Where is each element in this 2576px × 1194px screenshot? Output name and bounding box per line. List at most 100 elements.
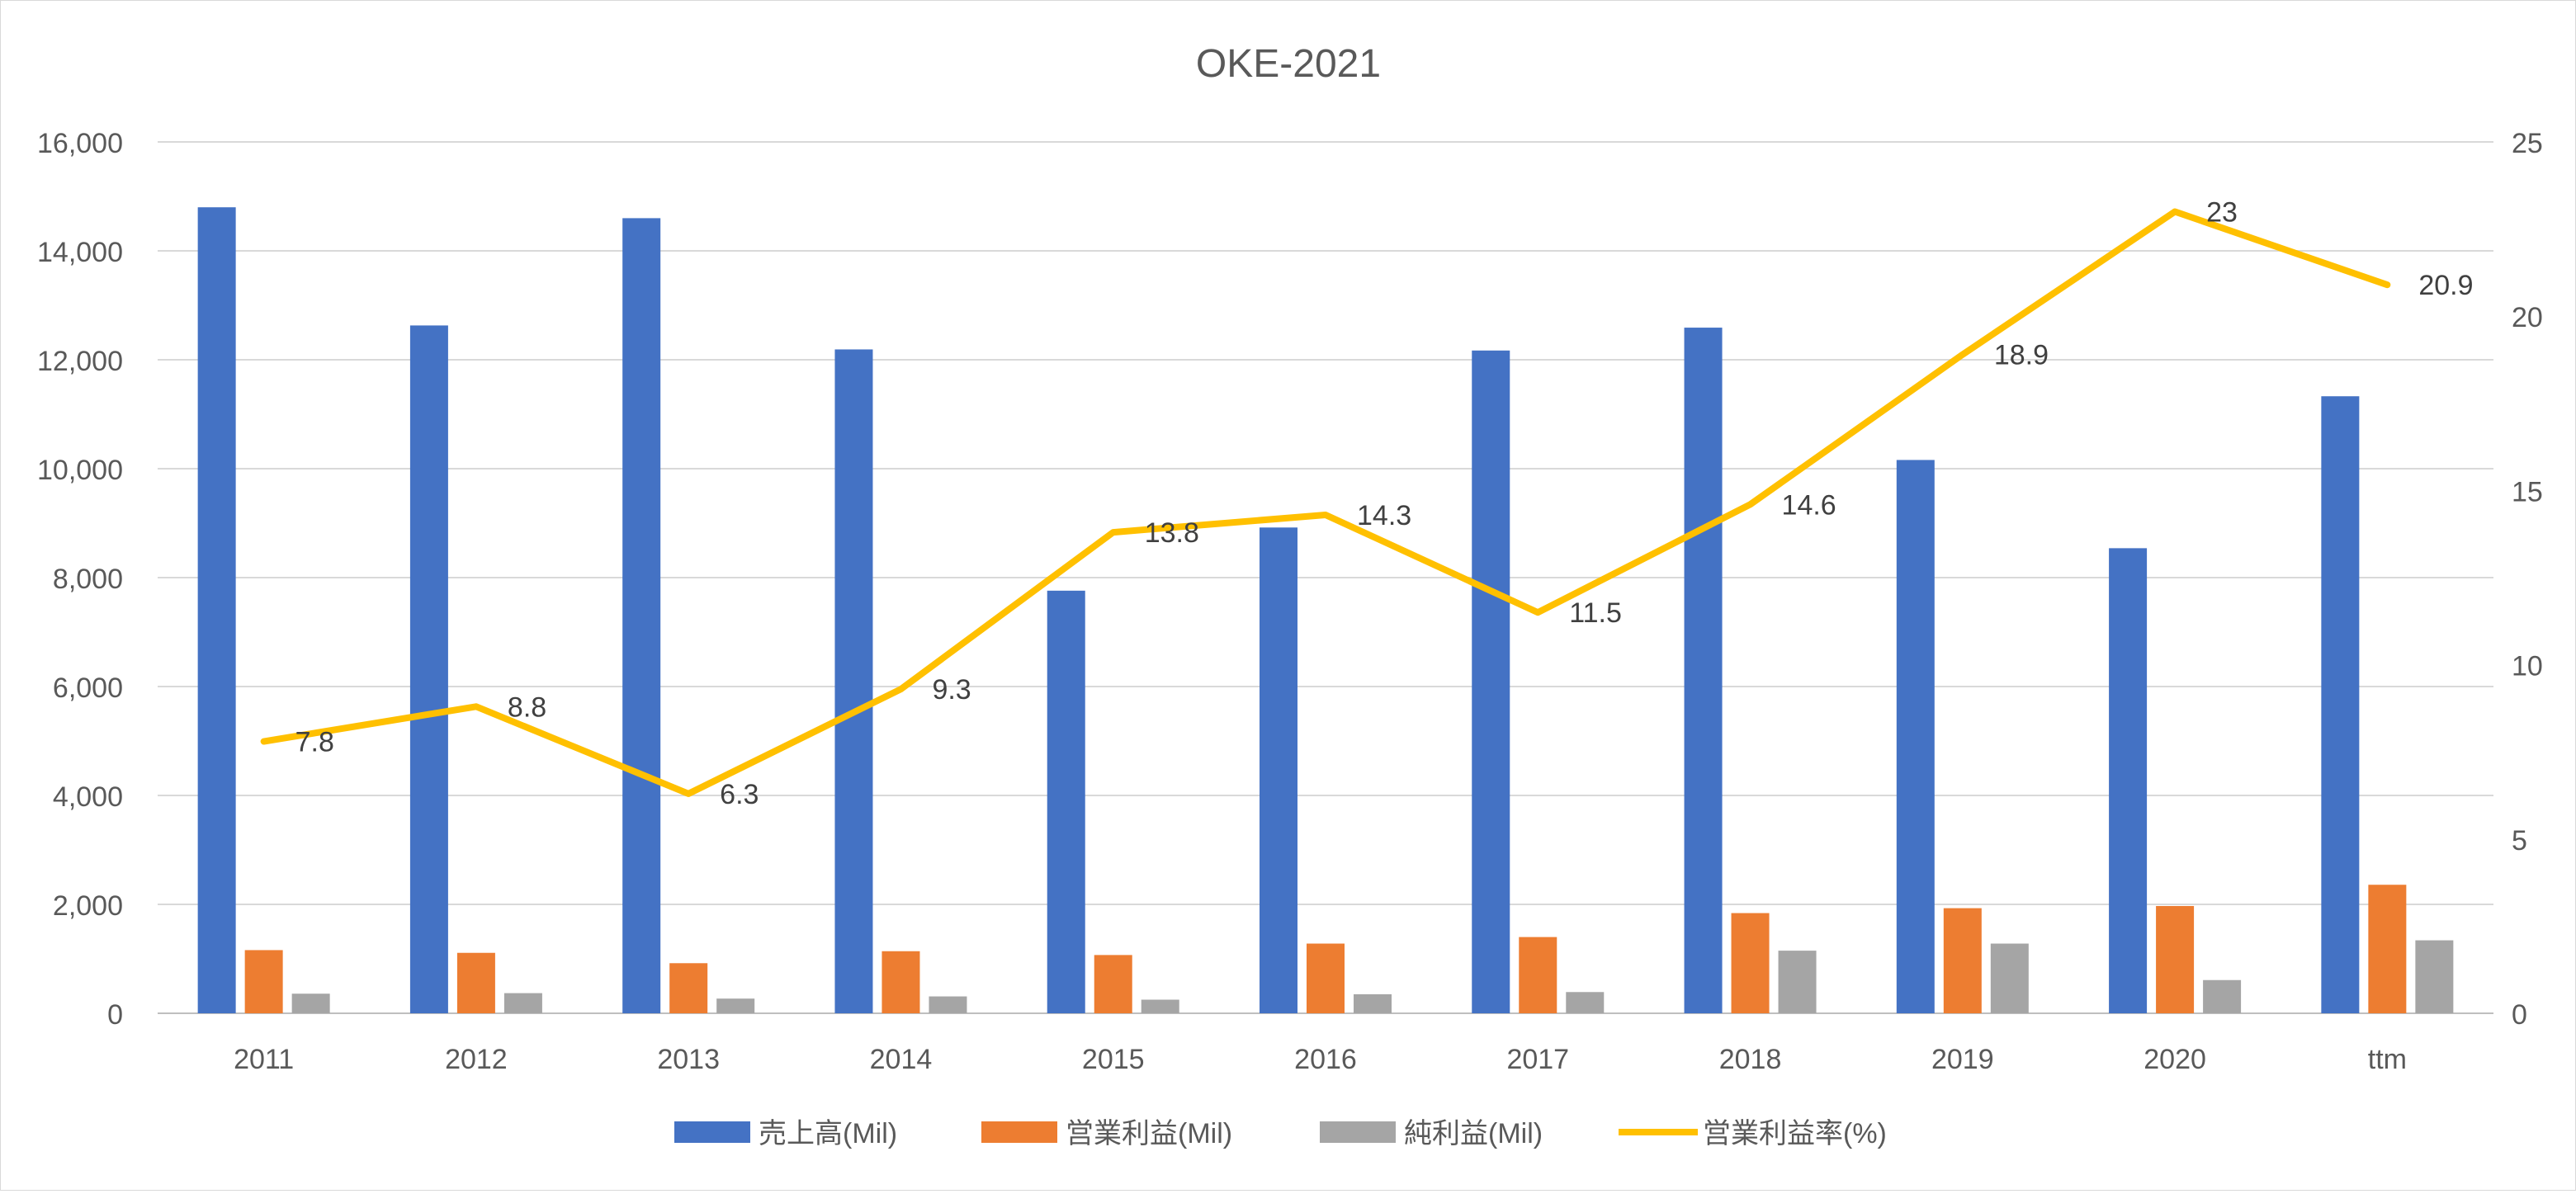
chart-title: OKE-2021 xyxy=(1196,42,1381,86)
line-point xyxy=(2174,210,2177,213)
bar-net-profit xyxy=(716,998,755,1013)
right-axis-tick-label: 5 xyxy=(2512,825,2527,857)
bar-operating-profit xyxy=(1094,955,1132,1013)
line-point xyxy=(900,688,902,691)
x-axis-tick-label: 2015 xyxy=(1082,1044,1145,1075)
gridlines xyxy=(158,141,2493,1014)
bar-operating-profit xyxy=(244,950,283,1013)
line-point xyxy=(1961,353,1964,356)
bar-net-profit xyxy=(1778,951,1817,1013)
bar-operating-profit xyxy=(1943,908,1982,1013)
margin-data-label: 18.9 xyxy=(1994,340,2049,371)
margin-data-label: 11.5 xyxy=(1569,597,1622,629)
bar-sales xyxy=(1684,328,1723,1013)
bar-net-profit xyxy=(2203,979,2242,1013)
bar-operating-profit xyxy=(1731,913,1770,1013)
bar-sales xyxy=(1896,460,1935,1013)
bar-net-profit xyxy=(1990,943,2029,1013)
left-axis-tick-label: 6,000 xyxy=(53,673,123,704)
x-axis-ticks: 2011 2012 2013 2014 2015 2016 2017 2018 2019 2020… xyxy=(234,1044,2407,1075)
left-axis-tick-label: 12,000 xyxy=(37,346,123,377)
legend-swatch-sales xyxy=(674,1121,750,1143)
left-axis-tick-label: 0 xyxy=(107,999,123,1031)
bar-net-profit xyxy=(291,993,330,1013)
bar-operating-profit xyxy=(456,952,495,1013)
margin-data-label: 14.6 xyxy=(1782,489,1836,521)
line-point xyxy=(1749,503,1751,506)
margin-data-label: 7.8 xyxy=(295,727,334,758)
operating-margin-line xyxy=(260,208,2391,797)
line-point xyxy=(1325,513,1326,516)
legend-label: 営業利益(Mil) xyxy=(1066,1118,1232,1149)
right-axis-tick-label: 0 xyxy=(2512,999,2527,1031)
bar-sales xyxy=(622,218,661,1013)
legend-swatch-operating-profit xyxy=(981,1121,1057,1143)
x-axis-tick-label: 2011 xyxy=(234,1044,294,1075)
bar-net-profit xyxy=(1141,999,1179,1013)
margin-data-label: 14.3 xyxy=(1357,500,1411,531)
x-axis-tick-label: 2012 xyxy=(445,1044,508,1075)
x-axis-tick-label: 2013 xyxy=(657,1044,720,1075)
x-axis-tick-label: 2019 xyxy=(1931,1044,1994,1075)
right-axis-ticks: 0 5 10 15 20 25 xyxy=(2512,128,2543,1031)
left-axis-tick-label: 2,000 xyxy=(53,890,123,922)
bar-net-profit xyxy=(1566,992,1605,1013)
right-axis-tick-label: 20 xyxy=(2512,302,2543,333)
bar-net-profit xyxy=(1354,993,1392,1013)
x-axis-tick-label: ttm xyxy=(2368,1044,2407,1075)
line-point xyxy=(262,740,265,743)
legend: 売上高(Mil) 営業利益(Mil) 純利益(Mil) 営業利益率(%) xyxy=(674,1118,1887,1149)
margin-data-label: 9.3 xyxy=(932,674,971,706)
bar-sales xyxy=(2109,548,2148,1013)
x-axis-tick-label: 2020 xyxy=(2144,1044,2206,1075)
legend-label: 営業利益率(%) xyxy=(1703,1118,1887,1149)
left-axis-ticks: 0 2,000 4,000 6,000 8,000 10,000 12,000 14,000 1… xyxy=(37,128,123,1031)
bar-operating-profit xyxy=(2156,905,2195,1013)
left-axis-tick-label: 10,000 xyxy=(37,455,123,486)
margin-data-label: 8.8 xyxy=(508,691,546,723)
bar-sales xyxy=(1260,527,1297,1013)
x-axis-tick-label: 2017 xyxy=(1506,1044,1569,1075)
right-axis-tick-label: 10 xyxy=(2512,651,2543,682)
bar-sales xyxy=(409,325,448,1013)
line-series-group xyxy=(260,208,2391,797)
x-axis-tick-label: 2018 xyxy=(1719,1044,1782,1075)
bar-operating-profit xyxy=(1519,937,1557,1013)
line-point xyxy=(1112,531,1114,534)
x-axis-tick-label: 2014 xyxy=(870,1044,933,1075)
legend-label: 純利益(Mil) xyxy=(1404,1118,1543,1149)
bar-net-profit xyxy=(2415,940,2454,1013)
bar-net-profit xyxy=(503,993,542,1013)
line-point xyxy=(2386,284,2389,286)
bar-sales xyxy=(1472,350,1510,1013)
margin-data-label: 23 xyxy=(2206,196,2238,228)
left-axis-tick-label: 16,000 xyxy=(37,128,123,159)
right-axis-tick-label: 15 xyxy=(2512,476,2543,507)
bar-net-profit xyxy=(929,996,967,1013)
bar-sales xyxy=(2321,396,2360,1014)
legend-swatch-net-profit xyxy=(1320,1121,1396,1143)
left-axis-tick-label: 8,000 xyxy=(53,564,123,595)
x-axis-tick-label: 2016 xyxy=(1294,1044,1357,1075)
bar-sales xyxy=(197,207,236,1013)
data-labels: 7.8 8.8 6.3 9.3 13.8 14.3 11.5 14.6 18.9 23 20.9 xyxy=(295,196,2474,809)
line-point xyxy=(1537,611,1539,614)
bar-operating-profit xyxy=(2368,885,2407,1013)
margin-data-label: 13.8 xyxy=(1145,517,1199,549)
bar-sales xyxy=(834,349,873,1014)
line-point xyxy=(688,792,690,795)
left-axis-tick-label: 4,000 xyxy=(53,781,123,813)
bar-sales xyxy=(1047,590,1085,1013)
bar-operating-profit xyxy=(1307,943,1345,1013)
bar-operating-profit xyxy=(882,951,920,1013)
bar-operating-profit xyxy=(669,963,708,1013)
margin-data-label: 6.3 xyxy=(720,779,759,810)
margin-data-label: 20.9 xyxy=(2418,270,2473,301)
bar-series-group xyxy=(197,207,2454,1014)
right-axis-tick-label: 25 xyxy=(2512,128,2543,159)
legend-label: 売上高(Mil) xyxy=(759,1118,897,1149)
line-point xyxy=(475,706,477,708)
left-axis-tick-label: 14,000 xyxy=(37,237,123,268)
